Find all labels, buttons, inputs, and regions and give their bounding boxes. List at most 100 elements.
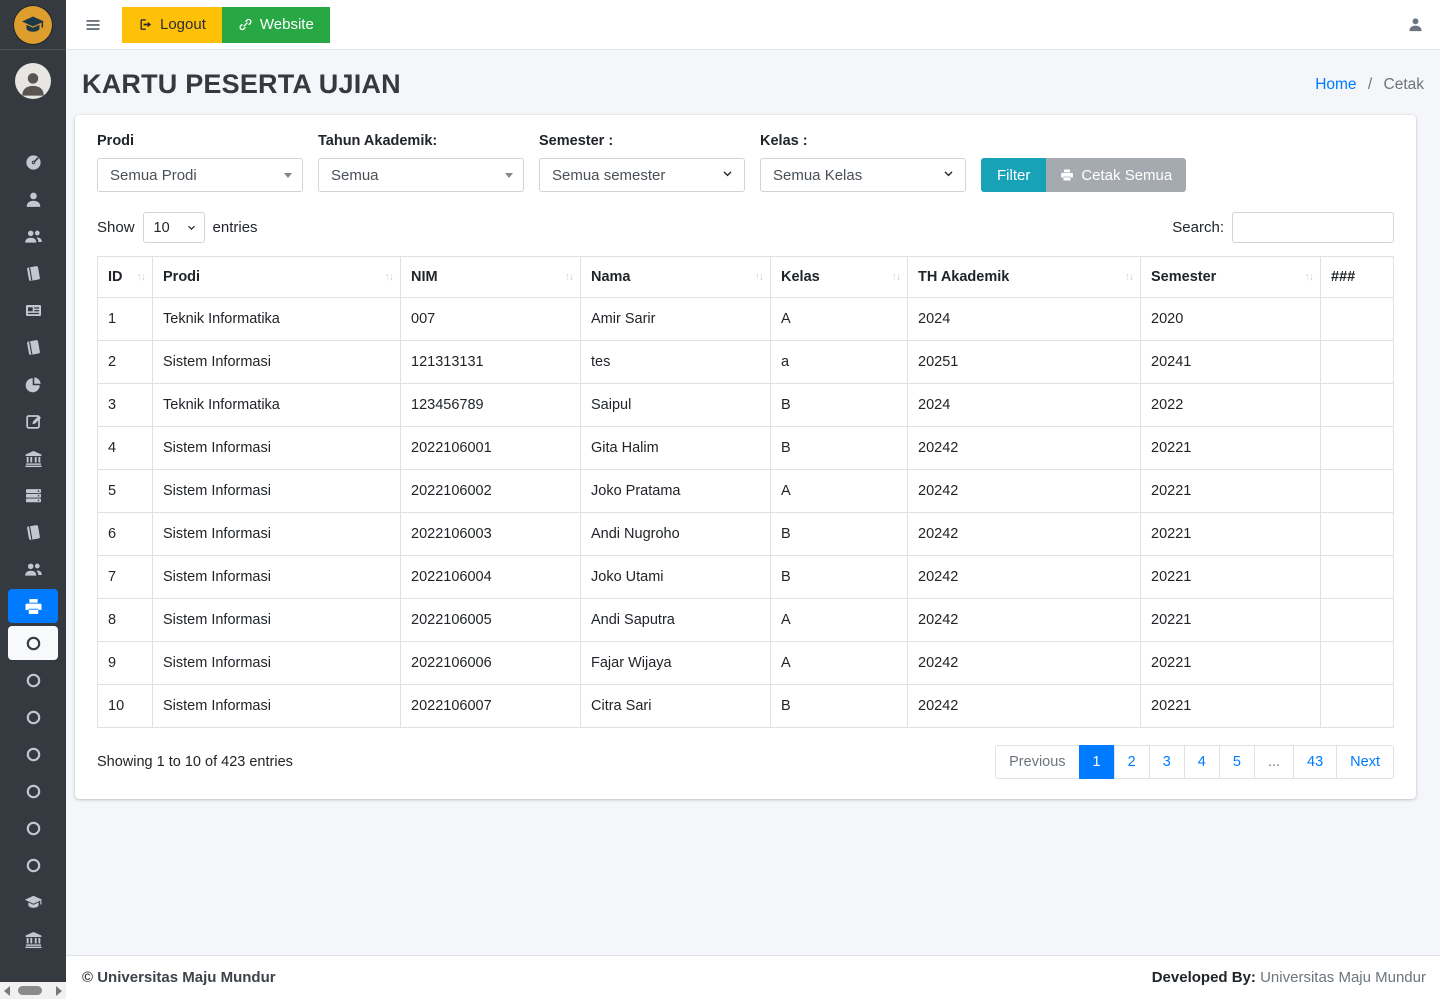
printer-icon bbox=[24, 597, 43, 616]
circle-icon bbox=[24, 634, 43, 653]
circle-icon bbox=[24, 856, 43, 875]
page-button-3[interactable]: 3 bbox=[1148, 745, 1185, 779]
circle-icon bbox=[24, 708, 43, 727]
entries-label: entries bbox=[212, 219, 258, 236]
breadcrumb-separator: / bbox=[1367, 75, 1373, 93]
column-header: ### bbox=[1320, 256, 1394, 298]
kelas-select[interactable]: Semua Kelas bbox=[760, 158, 966, 192]
sidebar-item-11[interactable] bbox=[8, 515, 58, 549]
sidebar-item-16[interactable] bbox=[8, 700, 58, 734]
sidebar-item-3[interactable] bbox=[8, 219, 58, 253]
sidebar-item-12[interactable] bbox=[8, 552, 58, 586]
column-header[interactable]: ID ↑↓ bbox=[97, 256, 153, 298]
table-cell: 20241 bbox=[1140, 340, 1321, 384]
table-cell bbox=[1320, 297, 1394, 341]
tahun-select[interactable]: Semua bbox=[318, 158, 524, 192]
circle-icon bbox=[24, 671, 43, 690]
sidebar-item-9[interactable] bbox=[8, 441, 58, 475]
sidebar-item-22[interactable] bbox=[8, 922, 58, 956]
table-cell bbox=[1320, 555, 1394, 599]
table-cell: 2022106002 bbox=[400, 469, 581, 513]
brand-logo[interactable] bbox=[0, 0, 66, 50]
page-button-43[interactable]: 43 bbox=[1293, 745, 1338, 779]
table-cell: a bbox=[770, 340, 908, 384]
content-wrapper: KARTU PESERTA UJIAN Home / Cetak Prodi S… bbox=[66, 50, 1440, 955]
table-cell: Gita Halim bbox=[580, 426, 771, 470]
sidebar-item-2[interactable] bbox=[8, 182, 58, 216]
sidebar-item-5[interactable] bbox=[8, 293, 58, 327]
semester-select[interactable]: Semua semester bbox=[539, 158, 745, 192]
table-cell: B bbox=[770, 426, 908, 470]
prodi-select[interactable]: Semua Prodi bbox=[97, 158, 303, 192]
page-length-select[interactable]: 10 bbox=[142, 212, 205, 243]
tahun-label: Tahun Akademik: bbox=[318, 133, 438, 149]
sidebar-item-6[interactable] bbox=[8, 330, 58, 364]
logout-button[interactable]: Logout bbox=[122, 6, 222, 43]
column-header[interactable]: TH Akademik ↑↓ bbox=[907, 256, 1141, 298]
chevron-down-icon bbox=[186, 222, 197, 233]
column-header[interactable]: Semester ↑↓ bbox=[1140, 256, 1321, 298]
table-row: 2 Sistem Informasi 121313131 tes a 20251 20241 bbox=[97, 340, 1394, 384]
person-icon bbox=[1407, 16, 1424, 33]
column-header[interactable]: Nama ↑↓ bbox=[580, 256, 771, 298]
sidebar-toggle-button[interactable] bbox=[84, 16, 102, 34]
print-all-button[interactable]: Cetak Semua bbox=[1046, 158, 1187, 192]
page-button-5[interactable]: 5 bbox=[1218, 745, 1255, 779]
page-button-1[interactable]: 1 bbox=[1078, 745, 1115, 779]
sidebar-item-15[interactable] bbox=[8, 663, 58, 697]
sort-icon: ↑↓ bbox=[136, 271, 146, 283]
column-header[interactable]: NIM ↑↓ bbox=[400, 256, 581, 298]
pie-chart-icon bbox=[24, 375, 43, 394]
sort-icon: ↑↓ bbox=[754, 271, 764, 283]
table-cell: 1 bbox=[97, 297, 153, 341]
bank-icon bbox=[24, 449, 43, 468]
copyright-text: © Universitas Maju Mundur bbox=[82, 969, 276, 986]
table-cell: 2022106007 bbox=[400, 684, 581, 728]
filter-buttons: Filter Cetak Semua bbox=[981, 158, 1187, 192]
sidebar-item-10[interactable] bbox=[8, 478, 58, 512]
sidebar-item-19[interactable] bbox=[8, 811, 58, 845]
website-button[interactable]: Website bbox=[221, 6, 330, 43]
sidebar-item-13[interactable] bbox=[8, 589, 58, 623]
sign-out-icon bbox=[138, 17, 153, 32]
page-button-4[interactable]: 4 bbox=[1183, 745, 1220, 779]
scroll-left-icon[interactable] bbox=[4, 985, 10, 996]
column-header[interactable]: Prodi ↑↓ bbox=[152, 256, 401, 298]
breadcrumb: Home / Cetak bbox=[1315, 76, 1424, 94]
breadcrumb-home-link[interactable]: Home bbox=[1315, 75, 1357, 93]
page-button-previous: Previous bbox=[995, 745, 1080, 779]
sidebar-item-21[interactable] bbox=[8, 885, 58, 919]
sidebar-item-8[interactable] bbox=[8, 404, 58, 438]
app-logo bbox=[14, 5, 52, 44]
search-control: Search: bbox=[1172, 212, 1394, 243]
sidebar-item-14[interactable] bbox=[8, 626, 58, 660]
page-header: KARTU PESERTA UJIAN Home / Cetak bbox=[66, 50, 1440, 115]
table-cell: A bbox=[770, 598, 908, 642]
users-icon bbox=[24, 560, 43, 579]
table-cell: Joko Pratama bbox=[580, 469, 771, 513]
column-header[interactable]: Kelas ↑↓ bbox=[770, 256, 908, 298]
sidebar-item-7[interactable] bbox=[8, 367, 58, 401]
avatar[interactable] bbox=[15, 63, 51, 99]
sidebar-item-18[interactable] bbox=[8, 774, 58, 808]
sidebar-item-17[interactable] bbox=[8, 737, 58, 771]
search-input[interactable] bbox=[1232, 212, 1394, 243]
sort-icon: ↑↓ bbox=[1304, 271, 1314, 283]
scroll-right-icon[interactable] bbox=[56, 985, 62, 996]
sidebar-scrollbar[interactable] bbox=[0, 982, 66, 999]
sidebar-item-1[interactable] bbox=[8, 145, 58, 179]
sidebar-item-4[interactable] bbox=[8, 256, 58, 290]
filter-button[interactable]: Filter bbox=[981, 158, 1047, 192]
scrollbar-thumb[interactable] bbox=[18, 986, 42, 995]
website-label: Website bbox=[259, 16, 314, 33]
page-button-next[interactable]: Next bbox=[1336, 745, 1394, 779]
kelas-value: Semua Kelas bbox=[773, 166, 863, 184]
table-cell bbox=[1320, 598, 1394, 642]
book-icon bbox=[24, 338, 43, 357]
page-button-2[interactable]: 2 bbox=[1113, 745, 1150, 779]
user-panel bbox=[0, 50, 66, 99]
user-menu-button[interactable] bbox=[1407, 16, 1424, 33]
pagination: Previous 1 2 3 4 5... 43 Next bbox=[995, 745, 1394, 779]
page-length-value: 10 bbox=[153, 219, 170, 236]
sidebar-item-20[interactable] bbox=[8, 848, 58, 882]
